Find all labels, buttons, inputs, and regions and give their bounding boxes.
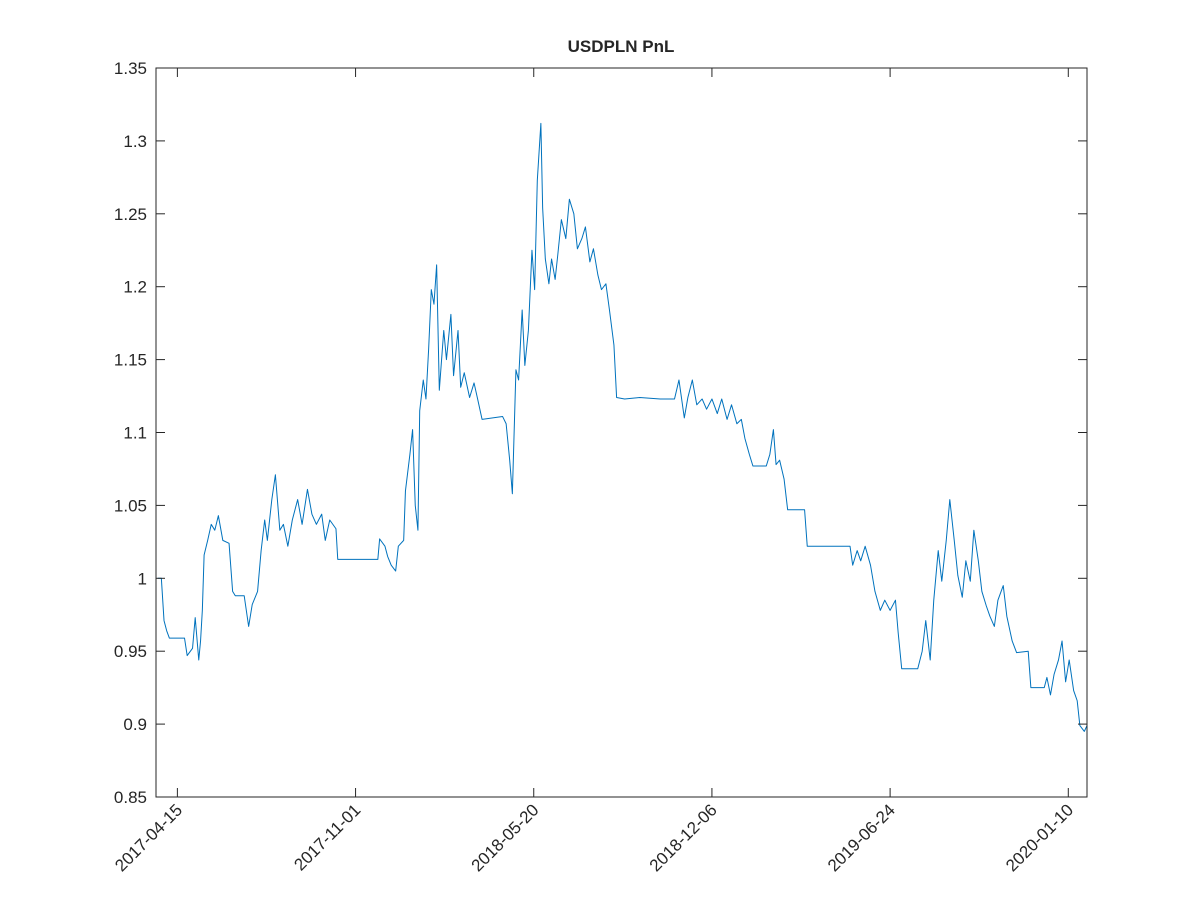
data-line — [157, 122, 1088, 732]
axes-box — [155, 67, 1088, 798]
plot-area — [156, 68, 1087, 797]
y-tick-label: 1.25 — [114, 205, 147, 224]
y-tick-label: 1.35 — [114, 59, 147, 78]
y-tick-label: 1.2 — [123, 278, 147, 297]
y-tick-label: 0.85 — [114, 788, 147, 807]
y-tick-label: 1.15 — [114, 351, 147, 370]
y-tick-label: 1 — [138, 569, 147, 588]
y-tick-label: 1.3 — [123, 132, 147, 151]
y-tick-label: 1.05 — [114, 496, 147, 515]
y-tick-label: 0.9 — [123, 715, 147, 734]
chart-title: USDPLN PnL — [568, 37, 675, 56]
y-tick-label: 1.1 — [123, 424, 147, 443]
y-tick-label: 0.95 — [114, 642, 147, 661]
